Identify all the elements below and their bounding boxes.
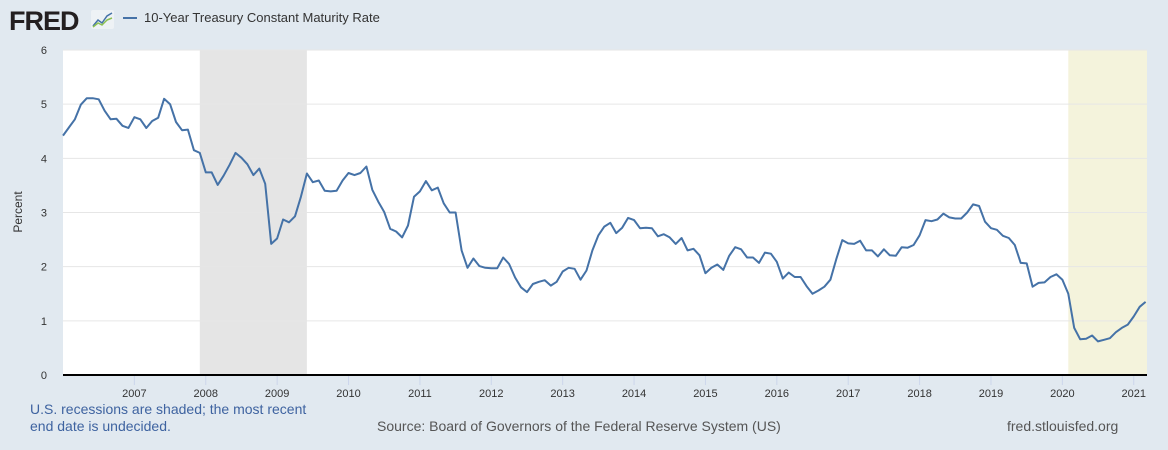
x-tick-label: 2013 [550,388,574,400]
x-tick-label: 2012 [479,388,503,400]
fred-logo-graph-icon [91,10,114,29]
y-tick-label: 5 [41,99,47,111]
recession-note: U.S. recessions are shaded; the most rec… [30,401,330,435]
x-tick-label: 2011 [408,388,432,400]
x-tick-label: 2008 [194,388,218,400]
y-tick-label: 0 [41,370,47,382]
x-tick-label: 2015 [693,388,717,400]
y-tick-label: 6 [41,45,47,57]
x-tick-label: 2007 [122,388,146,400]
y-tick-label: 2 [41,262,47,274]
x-tick-label: 2021 [1121,388,1145,400]
x-tick-label: 2010 [336,388,360,400]
fred-logo[interactable]: FRED [9,6,79,36]
recession-note-line1: U.S. recessions are shaded; the most rec… [30,401,307,417]
x-tick-label: 2018 [907,388,931,400]
x-tick-label: 2017 [836,388,860,400]
y-axis-label: Percent [11,191,25,233]
legend-swatch [123,16,137,19]
y-tick-label: 1 [41,316,47,328]
y-tick-label: 3 [41,208,47,220]
legend: 10-Year Treasury Constant Maturity Rate [123,10,380,25]
recession-note-line2: end date is undecided. [30,418,171,434]
x-tick-label: 2019 [979,388,1003,400]
x-tick-label: 2020 [1050,388,1074,400]
legend-label[interactable]: 10-Year Treasury Constant Maturity Rate [144,10,380,25]
series-line [62,97,1147,343]
x-tick-label: 2014 [622,388,646,400]
x-tick-label: 2009 [265,388,289,400]
fred-url[interactable]: fred.stlouisfed.org [1007,418,1119,434]
source-text: Source: Board of Governors of the Federa… [377,418,781,434]
y-tick-label: 4 [41,153,47,165]
x-tick-label: 2016 [765,388,789,400]
